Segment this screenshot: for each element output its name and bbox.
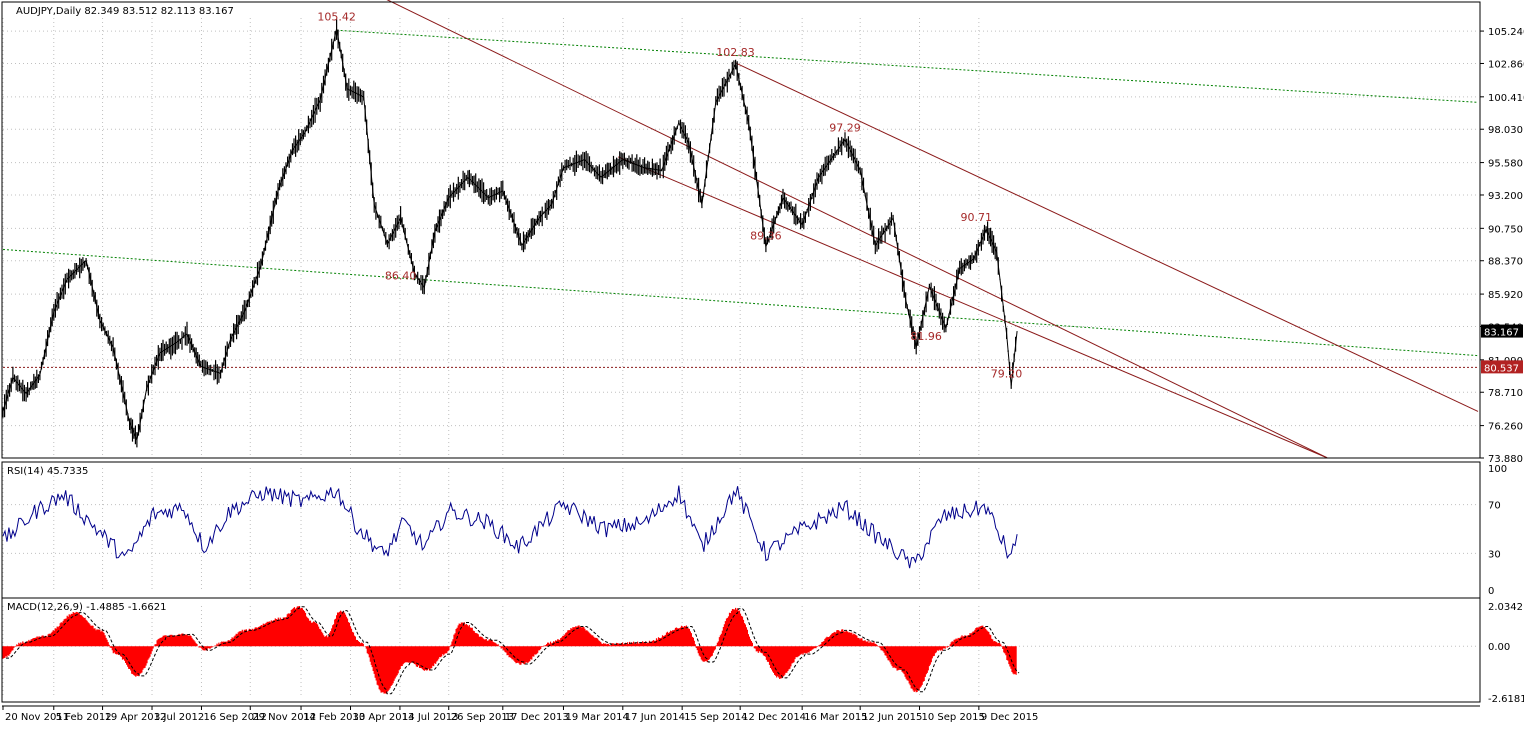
rsi-panel-header: RSI(14) 45.7335 — [7, 466, 88, 477]
annotation-label: 86.40 — [385, 270, 417, 283]
rsi-tick-label: 70 — [1488, 501, 1501, 512]
price-annotations: 105.42 102.83 97.29 90.71 89.36 86.40 81.96 79.… — [317, 11, 1022, 381]
price-series — [2, 19, 1018, 448]
panel-frame-2 — [1, 597, 1481, 703]
annotation-label: 90.71 — [960, 211, 992, 224]
current-price-label: 83.167 — [1484, 328, 1519, 339]
trendline-upper-green — [336, 29, 1479, 103]
panel-frames — [1, 1, 1481, 707]
date-tick-label: 16 Sep 2012 — [203, 712, 266, 723]
macd-tick-label: -2.6181 — [1488, 694, 1524, 705]
annotation-label: 81.96 — [910, 330, 942, 343]
price-tick-label: 76.260 — [1488, 422, 1523, 433]
price-tick-label: 98.030 — [1488, 125, 1523, 136]
rsi-tick-label: 30 — [1488, 549, 1501, 560]
price-line — [2, 28, 1018, 442]
trendline-lower-green — [2, 248, 1479, 357]
macd-signal-line — [6, 606, 1020, 695]
price-tick-label: 95.580 — [1488, 159, 1523, 170]
date-tick-label: 17 Dec 2013 — [505, 712, 569, 723]
annotation-label: 89.36 — [750, 229, 782, 242]
trendlines — [2, 0, 1479, 459]
date-tick-label: 19 Apr 2012 — [105, 712, 167, 723]
rsi-tick-label: 0 — [1488, 586, 1494, 597]
date-tick-label: 12 Dec 2014 — [742, 712, 806, 723]
date-tick-label: 9 Dec 2015 — [981, 712, 1039, 723]
annotation-label: 102.83 — [716, 46, 755, 59]
macd-panel-header: MACD(12,26,9) -1.4885 -1.6621 — [7, 602, 167, 613]
rsi-line — [2, 485, 1018, 569]
panel-frame-0 — [1, 1, 1481, 459]
date-tick-label: 29 Nov 2012 — [252, 712, 316, 723]
price-tick-label: 90.750 — [1488, 224, 1523, 235]
macd-histogram — [2, 606, 1020, 695]
annotation-label: 79.20 — [991, 368, 1023, 381]
macd-tick-label: 0.00 — [1488, 642, 1510, 653]
date-tick-label: 10 Sep 2015 — [922, 712, 985, 723]
date-tick-label: 16 Mar 2015 — [804, 712, 867, 723]
date-tick-label: 20 Nov 2011 — [5, 712, 69, 723]
price-tick-label: 85.920 — [1488, 290, 1523, 301]
price-tick-label: 102.860 — [1488, 59, 1524, 70]
price-tick-label: 78.710 — [1488, 388, 1523, 399]
price-tick-label: 105.240 — [1488, 27, 1524, 38]
grid-lines — [2, 18, 1478, 698]
date-tick-label: 17 Jun 2014 — [625, 712, 685, 723]
annotation-label: 97.29 — [829, 121, 861, 134]
date-tick-label: 3 Jul 2012 — [154, 712, 204, 723]
price-tick-label: 88.370 — [1488, 257, 1523, 268]
date-tick-label: 14 Feb 2013 — [303, 712, 365, 723]
level-tag — [1481, 360, 1523, 374]
macd-bars — [2, 606, 1017, 694]
date-tick-label: 15 Sep 2014 — [684, 712, 747, 723]
axes: 105.240 102.860 100.410 98.030 95.580 93.200 9… — [2, 27, 1524, 723]
level-label: 80.537 — [1484, 363, 1519, 374]
macd-tick-label: 2.0342 — [1488, 602, 1523, 613]
date-tick-label: 19 Mar 2014 — [565, 712, 628, 723]
date-tick-label: 14 Jul 2013 — [402, 712, 459, 723]
annotation-label: 105.42 — [317, 11, 356, 24]
trendline-channel-upper-long — [386, 0, 1328, 459]
price-panel-header: AUDJPY,Daily 82.349 83.512 82.113 83.167 — [16, 6, 234, 17]
price-tick-label: 73.880 — [1488, 454, 1523, 465]
date-tick-label: 12 Jun 2015 — [862, 712, 922, 723]
current-price-tag — [1481, 324, 1523, 338]
price-tick-label: 93.200 — [1488, 191, 1523, 202]
trendline-channel-top — [735, 62, 1479, 412]
date-tick-label: 26 Sep 2013 — [451, 712, 514, 723]
rsi-tick-label: 100 — [1488, 464, 1507, 475]
date-tick-label: 30 Apr 2013 — [352, 712, 414, 723]
rsi-series — [2, 485, 1018, 569]
price-tick-label: 100.410 — [1488, 93, 1524, 104]
trendline-channel-lower — [617, 156, 1328, 459]
date-tick-label: 5 Feb 2012 — [56, 712, 112, 723]
